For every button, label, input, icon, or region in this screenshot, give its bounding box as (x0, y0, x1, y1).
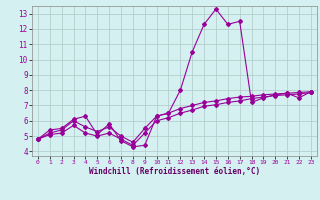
X-axis label: Windchill (Refroidissement éolien,°C): Windchill (Refroidissement éolien,°C) (89, 167, 260, 176)
